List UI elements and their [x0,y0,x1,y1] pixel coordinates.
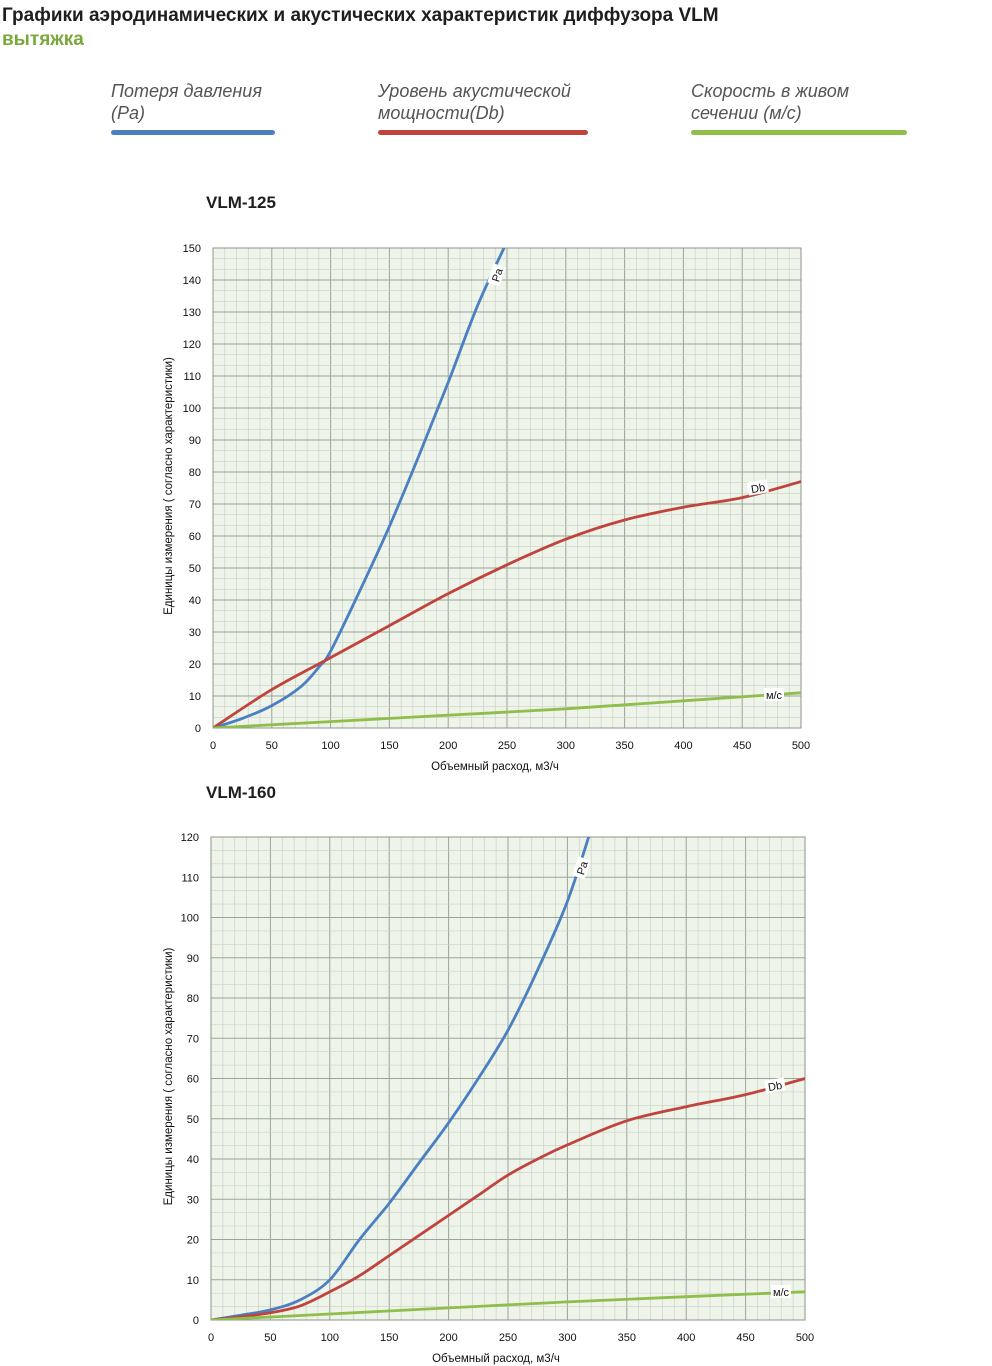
curve-label-ms: м/с [771,1285,791,1299]
curve-label-text-db: Db [750,482,766,496]
x-tick-label: 100 [321,740,339,752]
curve-label-pa: Pa [487,263,506,287]
page-subtitle: вытяжка [2,29,84,50]
y-tick-label: 120 [181,832,199,844]
y-tick-label: 20 [187,1235,199,1247]
chart-vlm125: 0 50 100 150 200 250 300 350 400 450 500 0 10 20 30 40 5… [163,243,810,773]
curve-label-ms: м/с [764,688,784,702]
legend-label-pressure-loss: Потеря давления (Ра) [111,81,262,123]
y-tick-label: 110 [183,371,201,383]
x-tick-label: 200 [439,740,457,752]
y-tick-label: 0 [195,723,201,735]
y-axis-label: Единицы измерения ( согласно характерист… [163,357,175,615]
y-tick-label: 90 [187,953,199,965]
x-tick-label: 50 [266,740,278,752]
grid [212,247,802,729]
y-tick-label: 120 [183,339,201,351]
x-tick-label: 50 [264,1332,276,1344]
series-line-ms [213,691,801,728]
series-line-pa [213,248,506,728]
y-tick-label: 30 [189,627,201,639]
chart-title-vlm125: VLM-125 [206,193,276,212]
legend-label-sound-power: Уровень акустической мощности(Db) [378,81,571,123]
y-tick-label: 30 [187,1194,199,1206]
y-tick-label: 10 [187,1275,199,1287]
legend-item-velocity: Скорость в живом сечении (м/с) [691,80,907,135]
x-tick-label: 0 [208,1332,214,1344]
curve-label-db: Db [746,479,769,496]
x-axis-label: Объемный расход, м3/ч [432,1353,560,1365]
x-tick-label: 300 [557,740,575,752]
chart-title-vlm160: VLM-160 [206,783,276,802]
curve-label-db: Db [763,1077,786,1094]
y-tick-label: 140 [183,275,201,287]
y-tick-label: 100 [181,913,199,925]
x-tick-label: 400 [677,1332,695,1344]
x-tick-label: 250 [499,1332,517,1344]
x-tick-label: 200 [439,1332,457,1344]
y-axis-label: Единицы измерения ( согласно характерист… [163,947,175,1205]
x-tick-label: 350 [615,740,633,752]
y-tick-label: 20 [189,659,201,671]
chart-vlm160: 0 50 100 150 200 250 300 350 400 450 500 0 10 20 30 40 5… [163,832,814,1365]
x-tick-label: 250 [498,740,516,752]
x-tick-label: 150 [380,1332,398,1344]
x-tick-label: 450 [733,740,751,752]
y-tick-label: 60 [189,531,201,543]
curve-label-text-ms: м/с [766,690,783,702]
y-tick-label: 110 [181,872,199,884]
legend-label-velocity: Скорость в живом сечении (м/с) [691,81,850,123]
y-tick-label: 60 [187,1074,199,1086]
y-tick-label: 40 [187,1154,199,1166]
x-tick-label: 0 [210,740,216,752]
y-tick-label: 10 [189,691,201,703]
y-tick-label: 40 [189,595,201,607]
x-tick-label: 350 [618,1332,636,1344]
grid [210,836,806,1321]
curve-label-text-pa: Pa [490,266,506,283]
legend-swatch-pressure-loss [111,130,275,135]
x-tick-label: 150 [380,740,398,752]
legend-item-sound-power: Уровень акустической мощности(Db) [378,80,588,135]
x-tick-label: 450 [736,1332,754,1344]
y-tick-label: 0 [193,1315,199,1327]
y-tick-label: 130 [183,307,201,319]
x-tick-label: 100 [321,1332,339,1344]
page-title: Графики аэродинамических и акустических … [2,5,719,26]
y-tick-label: 70 [187,1033,199,1045]
legend-item-pressure-loss: Потеря давления (Ра) [111,80,275,135]
y-tick-label: 100 [183,403,201,415]
y-tick-label: 150 [183,243,201,255]
x-tick-label: 300 [558,1332,576,1344]
curve-label-text-pa: Pa [575,859,591,876]
x-axis-label: Объемный расход, м3/ч [431,761,559,773]
series-line-ms [211,1290,805,1320]
curve-label-text-ms: м/с [773,1287,790,1299]
series-line-db [211,1077,805,1320]
series-line-pa [211,837,591,1320]
curve-label-pa: Pa [572,856,591,880]
y-tick-label: 50 [189,563,201,575]
y-tick-label: 50 [187,1114,199,1126]
x-tick-label: 500 [796,1332,814,1344]
series-line-db [213,480,801,728]
curve-label-text-db: Db [767,1080,783,1094]
x-tick-label: 400 [674,740,692,752]
x-tick-label: 500 [792,740,810,752]
y-tick-label: 80 [189,467,201,479]
y-tick-label: 80 [187,993,199,1005]
y-tick-label: 90 [189,435,201,447]
y-tick-label: 70 [189,499,201,511]
legend-swatch-velocity [691,130,907,135]
legend-swatch-sound-power [378,130,588,135]
